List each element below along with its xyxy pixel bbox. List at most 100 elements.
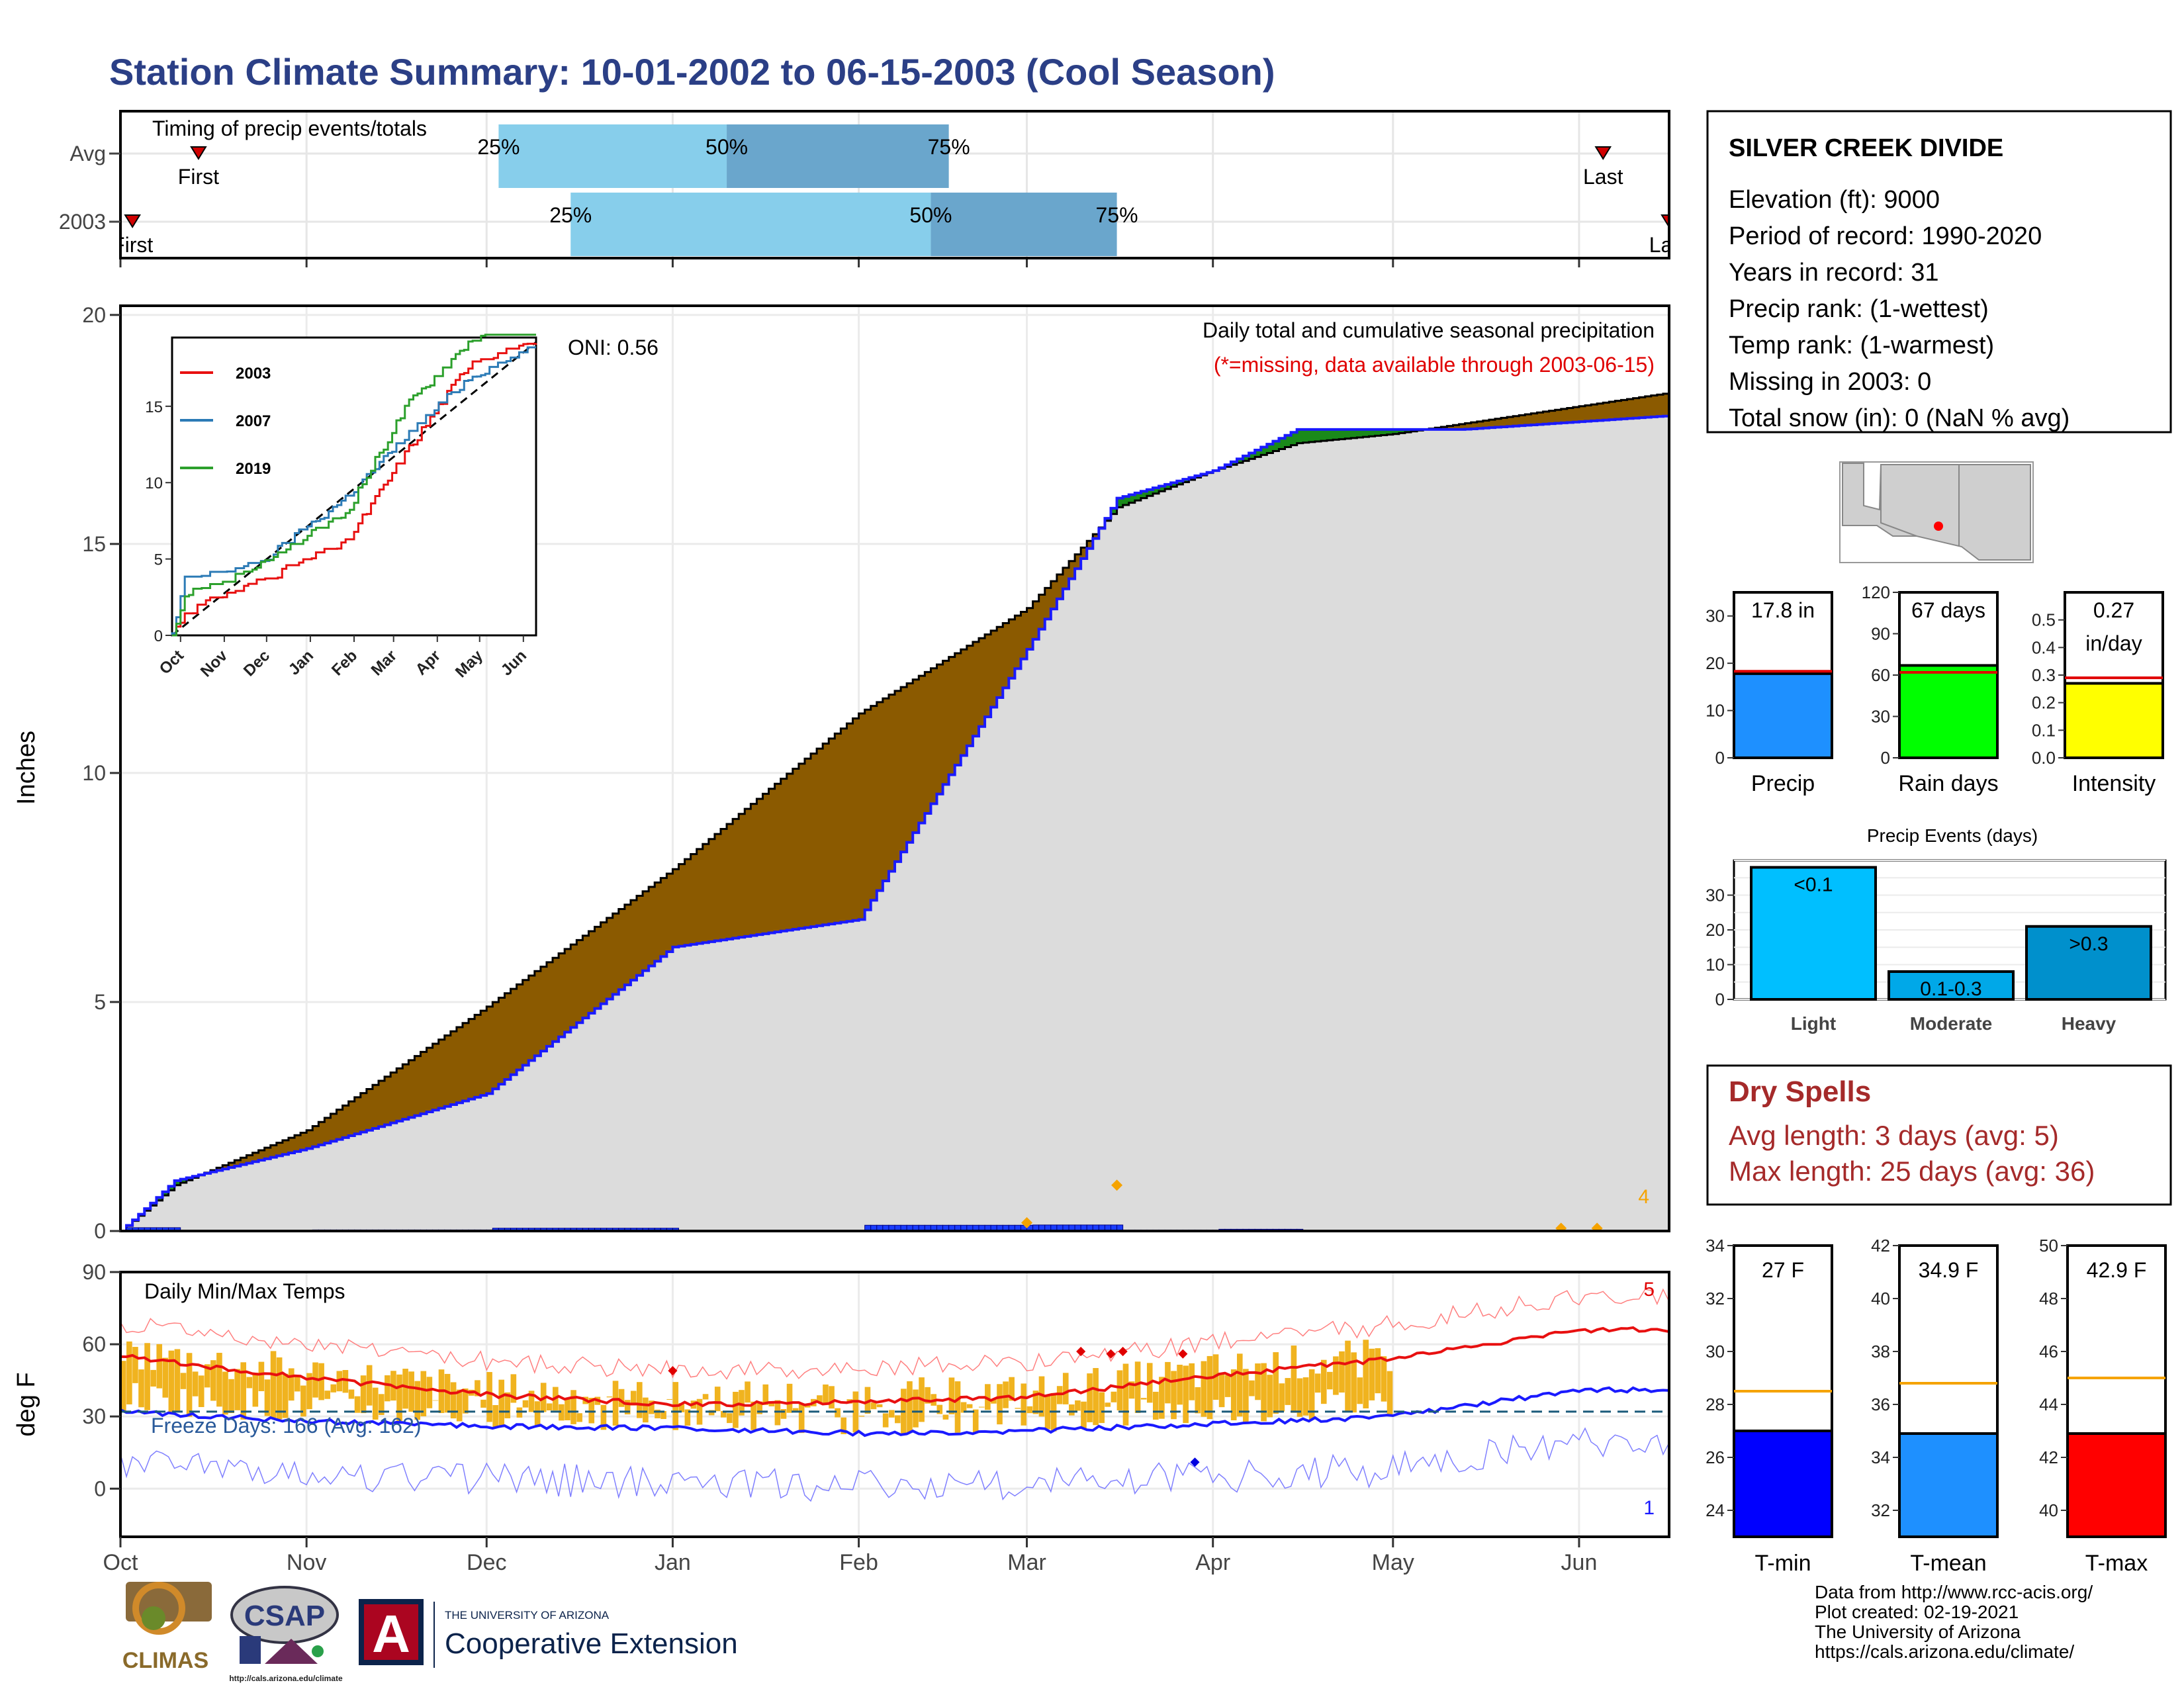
inset-lines: [171, 334, 537, 637]
daily-temp-bar: [786, 1383, 793, 1413]
summary-bar-intensity: [2064, 682, 2164, 759]
daily-temp-bar: [954, 1381, 961, 1433]
ua-small-text: THE UNIVERSITY OF ARIZONA: [445, 1609, 610, 1622]
daily-temp-bar: [702, 1394, 709, 1400]
summary-bar-tick-label: 10: [1706, 701, 1725, 721]
inset-legend-label: 2003: [236, 365, 271, 383]
summary-bar-value-unit: in/day: [2085, 631, 2142, 655]
precip-y-tick-label: 15: [82, 532, 106, 556]
daily-temp-bar: [714, 1387, 721, 1412]
timing-bar-q25-q50: [570, 193, 931, 256]
daily-temp-bar: [240, 1362, 247, 1420]
daily-temp-bar: [936, 1404, 943, 1414]
daily-temp-bar: [792, 1408, 799, 1412]
precip-panel: 0 5 10 15 20 Inches Daily total and cumulati…: [13, 303, 1670, 1243]
daily-temp-bar: [817, 1395, 823, 1403]
timing-quantile-label: 50%: [705, 135, 748, 159]
daily-temp-bar: [588, 1398, 595, 1424]
timing-row-label-2003: 2003: [59, 210, 106, 234]
daily-temp-bar: [456, 1389, 463, 1422]
daily-temp-bar: [156, 1344, 163, 1389]
temp-summary-tick-label: 48: [2039, 1289, 2058, 1308]
temp-summary-bar-t-max: [2066, 1432, 2167, 1538]
temp-y-tick-label: 90: [82, 1260, 106, 1284]
daily-temp-bar: [570, 1390, 576, 1424]
daily-temp-bar: [727, 1413, 733, 1424]
csap-logo-text: CSAP: [244, 1600, 325, 1632]
summary-bar-tick-label: 60: [1871, 665, 1890, 685]
daily-temp-bar: [600, 1404, 607, 1430]
daily-temp-bar: [246, 1377, 253, 1389]
daily-temp-bar: [720, 1411, 727, 1418]
daily-temp-bar: [216, 1353, 222, 1407]
daily-temp-bar: [966, 1404, 973, 1408]
station-location-marker: [1934, 522, 1943, 531]
temp-y-tick-label: 60: [82, 1332, 106, 1356]
precip-y-label: Inches: [13, 731, 40, 805]
dry-spells-title: Dry Spells: [1729, 1075, 1871, 1108]
daily-temp-bar: [708, 1410, 715, 1416]
record-max-line: [120, 1288, 1669, 1380]
daily-temp-bar: [330, 1384, 337, 1393]
temp-summary-tick-label: 24: [1706, 1500, 1725, 1520]
timing-last-marker: [1594, 146, 1612, 160]
extreme-precip-marker: [1021, 1217, 1033, 1229]
daily-temp-bar: [168, 1350, 175, 1413]
extreme-precip-count: 4: [1638, 1186, 1649, 1208]
station-line-temp-rank: Temp rank: (1-warmest): [1729, 332, 1994, 359]
daily-temp-bar: [1195, 1387, 1201, 1414]
daily-temp-bar: [198, 1375, 205, 1407]
daily-temp-bar: [612, 1381, 619, 1426]
daily-temp-bar: [1230, 1369, 1237, 1420]
precip-events-category: Moderate: [1910, 1013, 1992, 1034]
daily-temp-bar: [306, 1373, 312, 1410]
daily-temp-bar: [1255, 1363, 1261, 1400]
station-name: SILVER CREEK DIVIDE: [1729, 134, 2003, 162]
daily-temp-bar: [1105, 1402, 1111, 1407]
timing-first-label: First: [178, 165, 219, 189]
daily-temp-bar: [162, 1357, 169, 1398]
inset-y-tick-label: 15: [145, 398, 163, 416]
daily-temp-bar: [1297, 1378, 1303, 1417]
daily-temp-bar: [150, 1369, 156, 1387]
temperature-summary-bars: 27 F 24 26 28 30 32 34 T-min 34.9 F 32 34 36 38 40 42 T…: [1706, 1236, 2167, 1576]
daily-temp-bar: [402, 1369, 408, 1409]
daily-temp-bar: [342, 1370, 349, 1393]
month-tick-label: Jun: [1561, 1550, 1598, 1575]
month-tick-label: Oct: [103, 1550, 138, 1575]
daily-temp-bar: [408, 1371, 414, 1412]
timing-bar-q50-q75: [931, 193, 1117, 256]
inset-legend-label: 2007: [236, 412, 271, 430]
daily-temp-bar: [649, 1400, 655, 1414]
daily-temp-bar: [174, 1349, 181, 1411]
timing-first-marker: [190, 146, 207, 160]
temp-summary-tick-label: 36: [1871, 1394, 1890, 1414]
record-min-line: [120, 1427, 1669, 1502]
temp-summary-tick-label: 42: [2039, 1447, 2058, 1467]
daily-temp-bar: [768, 1403, 775, 1406]
credit-line-created: Plot created: 02-19-2021: [1815, 1602, 2019, 1622]
daily-precip-bar: [672, 1228, 679, 1231]
daily-temp-bar: [1081, 1401, 1087, 1429]
daily-temp-bar: [1249, 1380, 1255, 1396]
precip-events-bar-label: <0.1: [1794, 874, 1833, 896]
daily-temp-bar: [762, 1384, 769, 1405]
summary-bar-tick-label: 0.1: [2032, 720, 2056, 740]
precip-events-title: Precip Events (days): [1867, 825, 2038, 846]
daily-temp-bar: [1375, 1348, 1381, 1394]
inset-y-tick-label: 0: [154, 627, 163, 645]
daily-temp-bar: [486, 1372, 492, 1422]
daily-temp-bar: [1236, 1353, 1243, 1417]
daily-temp-bar: [354, 1396, 361, 1413]
daily-temp-bar: [804, 1404, 811, 1408]
temp-summary-tick-label: 40: [1871, 1289, 1890, 1308]
daily-temp-bar: [960, 1402, 967, 1413]
daily-temp-bar: [1224, 1375, 1231, 1397]
summary-bar-tick-label: 30: [1706, 606, 1725, 626]
daily-temp-bar: [1320, 1359, 1327, 1404]
inset-legend: 2003 2007 2019: [180, 365, 271, 478]
daily-temp-bar: [1183, 1365, 1189, 1424]
daily-temp-bar: [1134, 1361, 1141, 1413]
